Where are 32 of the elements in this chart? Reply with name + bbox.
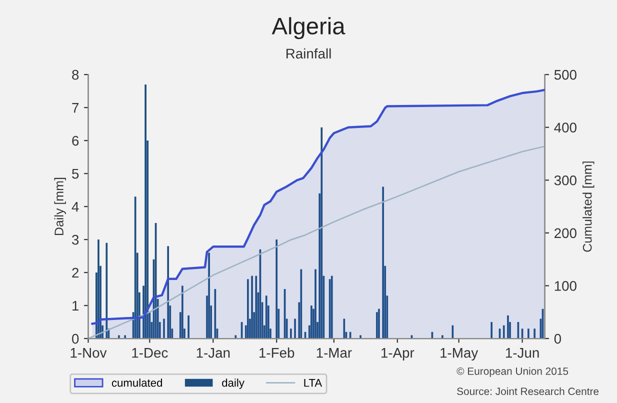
y-tick-label: 3 — [72, 234, 79, 245]
y-tick-label: 8 — [72, 70, 79, 80]
x-tick-label: 1-Dec — [132, 348, 168, 358]
y2-tick-label: 500 — [554, 70, 576, 80]
x-tick-label: 1-Jun — [506, 348, 539, 358]
chart-subtitle: Rainfall — [286, 48, 331, 59]
x-tick-label: 1-Nov — [70, 348, 107, 358]
y-tick-label: 2 — [72, 268, 79, 278]
y2-tick-label: 400 — [554, 122, 576, 133]
legend-label: daily — [222, 378, 244, 389]
legend-label: LTA — [304, 379, 322, 387]
x-tick-label: 1-Jan — [196, 348, 230, 358]
x-tick-label: 1-May — [440, 348, 478, 360]
y2-axis-title: Cumulated [mm] — [582, 162, 594, 252]
x-tick-label: 1-Feb — [260, 348, 294, 358]
source-note: Source: Joint Research Centre — [457, 387, 599, 396]
y-axis-title: Daily [mm] — [54, 178, 66, 236]
text: © European Union 2015 — [456, 367, 568, 377]
x-tick-label: 1-Apr — [381, 348, 414, 360]
y-tick-label: 7 — [72, 103, 79, 113]
y-tick-label: 1 — [72, 301, 79, 311]
y-tick-label: 6 — [72, 136, 79, 146]
y2-tick-label: 100 — [554, 281, 576, 291]
y-tick-label: 4 — [72, 202, 79, 212]
y-tick-label: 5 — [72, 169, 79, 179]
y-tick-label: 0 — [72, 334, 79, 344]
y2-tick-label: 300 — [554, 175, 576, 186]
chart-title: Algeria — [272, 17, 346, 40]
y2-tick-label: 200 — [554, 228, 576, 238]
y2-tick-label: 0 — [554, 334, 562, 344]
legend-label: cumulated — [112, 378, 162, 387]
x-tick-label: 1-Mar — [316, 348, 352, 358]
